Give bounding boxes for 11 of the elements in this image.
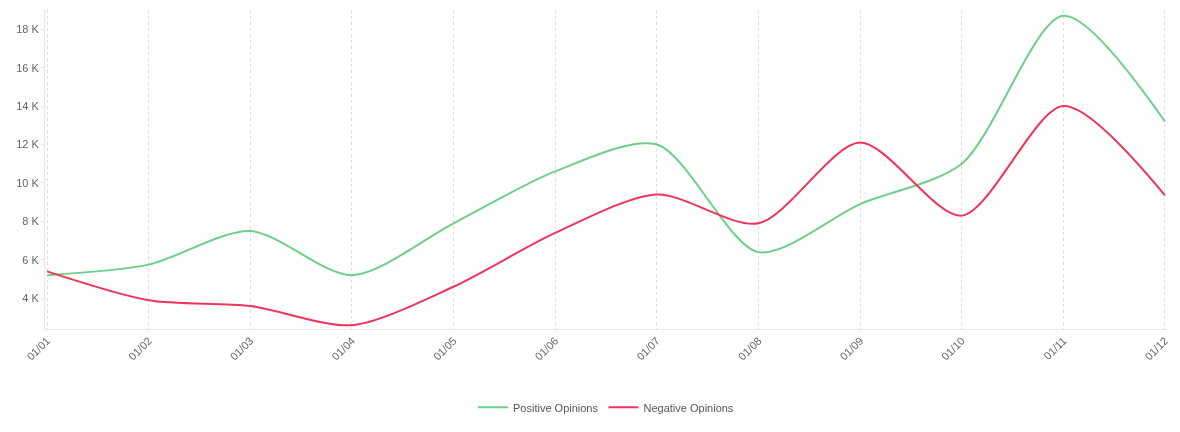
y-tick-label: 14 K [16,99,40,112]
y-tick-label: 8 K [22,215,40,228]
y-tick-label: 4 K [22,292,40,305]
legend-label: Negative Opinions [643,401,734,414]
line-series [46,14,1166,277]
y-tick-label: 6 K [22,253,40,266]
y-tick-label: 12 K [16,138,40,151]
y-tick-label: 18 K [16,23,40,36]
legend-label: Positive Opinions [513,401,599,414]
y-tick-label: 16 K [16,61,40,74]
y-tick-label: 10 K [16,176,40,189]
